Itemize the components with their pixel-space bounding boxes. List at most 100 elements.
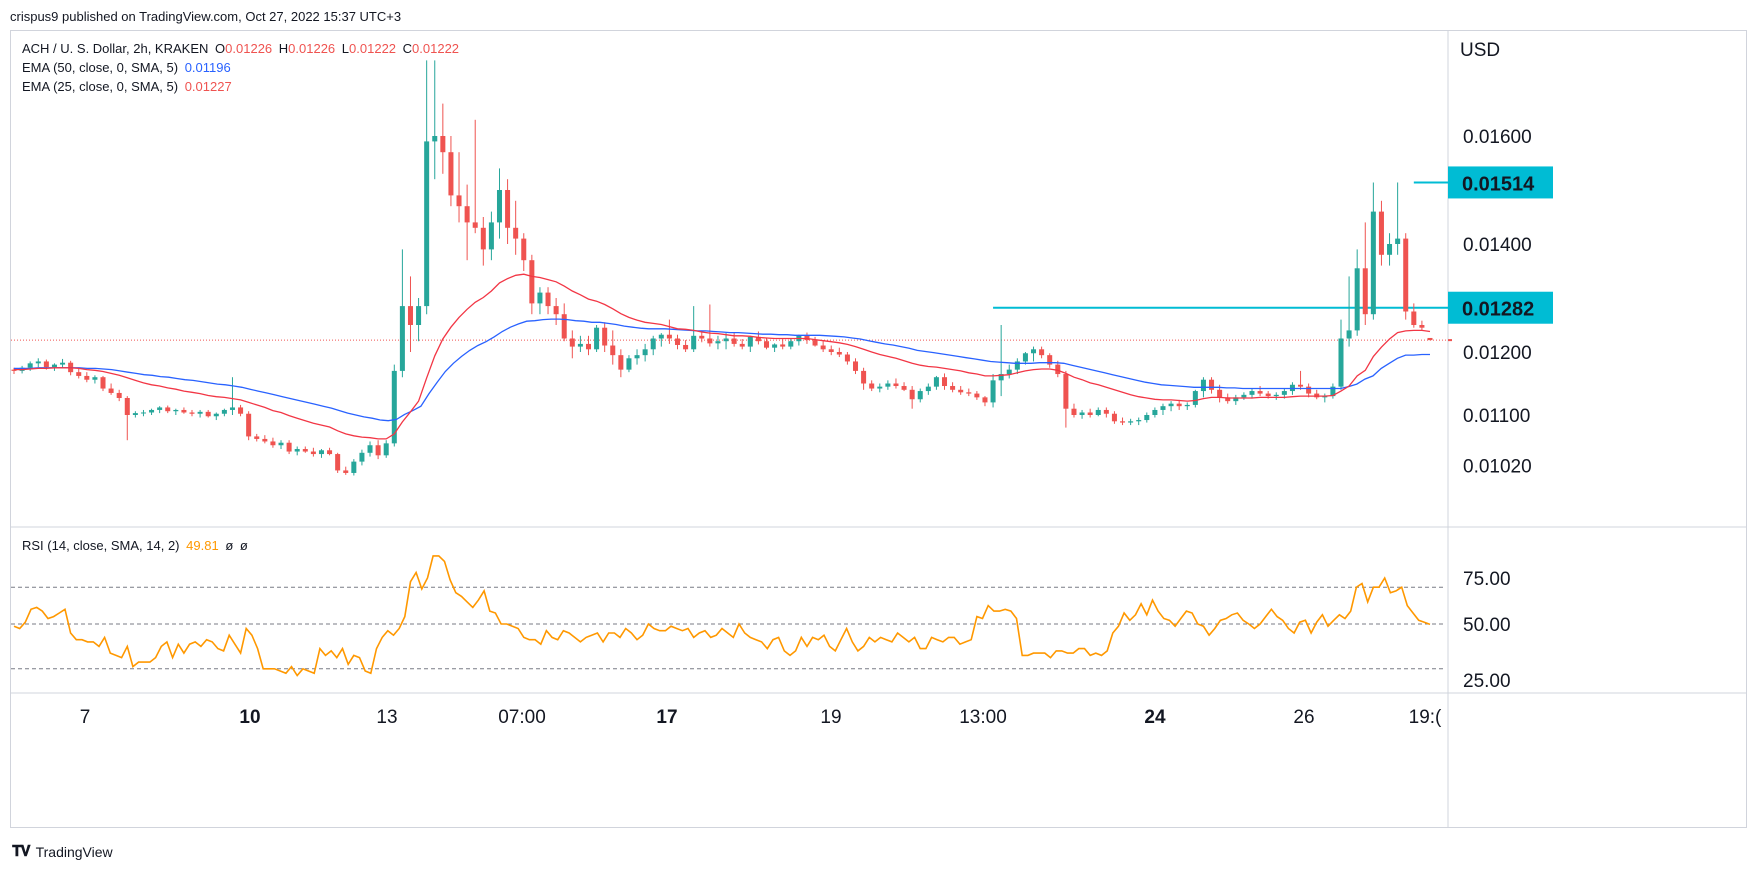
candle-body [958, 389, 964, 393]
candle-body [853, 361, 859, 371]
candle-body [1006, 369, 1012, 375]
candle-body [43, 361, 49, 368]
x-tick-label: 24 [1144, 707, 1166, 728]
candle-body [157, 407, 163, 410]
high-label: H [278, 41, 289, 56]
candle-body [278, 442, 284, 446]
candle-body [1427, 337, 1433, 341]
candle-body [1209, 379, 1215, 390]
candle-body [1184, 404, 1190, 407]
candle-body [998, 374, 1004, 381]
open-value: 0.01226 [225, 41, 273, 56]
candle-body [456, 195, 462, 207]
candle-body [844, 354, 850, 362]
candle-body [666, 334, 672, 339]
candle-body [1233, 397, 1239, 402]
candle-body [335, 454, 341, 471]
x-tick-label: 19 [820, 707, 841, 728]
candle-body [100, 377, 106, 389]
candle-body [594, 327, 600, 350]
candle-body [116, 392, 122, 398]
candle-body [1014, 361, 1020, 370]
candle-body [707, 338, 713, 344]
candle-body [108, 388, 114, 393]
ema25-legend[interactable]: EMA (25, close, 0, SMA, 5) 0.01227 [22, 79, 235, 94]
candle-body [1136, 420, 1142, 422]
candle-body [351, 461, 357, 473]
candle-body [755, 336, 761, 342]
candle-body [602, 327, 608, 346]
candle-body [480, 227, 486, 250]
x-tick-label: 13 [376, 707, 397, 728]
candle-body [836, 352, 842, 355]
candle-body [286, 442, 292, 452]
price-tick-label: 0.01400 [1463, 235, 1532, 256]
candle-body [990, 380, 996, 403]
candle-body [1039, 349, 1045, 356]
rsi-tick-label: 50.00 [1463, 615, 1511, 636]
candle-body [310, 451, 316, 455]
candle-body [84, 375, 90, 380]
candle-body [626, 358, 632, 370]
candle-body [1144, 415, 1150, 421]
chart-frame [10, 30, 1747, 828]
rsi-tick-label: 75.00 [1463, 569, 1511, 590]
candle-body [1330, 386, 1336, 397]
candle-body [197, 411, 203, 414]
candle-body [545, 292, 551, 307]
candle-body [391, 370, 397, 444]
candle-body [650, 338, 656, 350]
candle-body [51, 364, 57, 368]
candle-body [189, 412, 195, 414]
candle-body [1241, 394, 1247, 398]
candle-body [1111, 413, 1117, 422]
brand-label: TradingView [35, 843, 113, 860]
candle-body [1055, 364, 1061, 375]
candle-body [1354, 268, 1360, 331]
candle-body [1346, 330, 1352, 339]
candle-body [610, 345, 616, 356]
candle-body [294, 449, 300, 452]
candle-body [1387, 244, 1393, 255]
candle-body [925, 386, 931, 392]
symbol-label: ACH / U. S. Dollar, 2h, KRAKEN [22, 41, 209, 56]
candle-body [885, 383, 891, 387]
price-tick-label: 0.01100 [1463, 406, 1530, 427]
candle-body [1362, 268, 1368, 315]
candle-body [861, 370, 867, 384]
candle-body [674, 338, 681, 345]
candle-body [1103, 409, 1109, 414]
candle-body [642, 349, 648, 356]
ema50-value: 0.01196 [184, 60, 231, 75]
candle-body [92, 377, 98, 380]
rsi-legend[interactable]: RSI (14, close, SMA, 14, 2) 49.81 ø ø [22, 538, 251, 553]
candle-body [1225, 397, 1231, 402]
candle-body [165, 407, 171, 412]
price-tag-2 [1448, 291, 1553, 324]
candle-body [658, 334, 664, 339]
candle-body [1306, 386, 1312, 394]
candle-body [529, 260, 535, 304]
candle-body [1200, 379, 1206, 392]
candle-body [488, 222, 494, 250]
candle-body [537, 292, 543, 304]
candle-body [982, 397, 988, 403]
footer-brand[interactable]: 𝐓𝐕 TradingView [12, 843, 113, 860]
candle-body [124, 397, 130, 415]
candle-body [1265, 393, 1271, 397]
candle-body [788, 341, 794, 347]
ema50-legend[interactable]: EMA (50, close, 0, SMA, 5) 0.01196 [22, 60, 234, 75]
publisher-line: crispus9 published on TradingView.com, O… [10, 9, 402, 24]
candle-body [933, 377, 939, 387]
candle-body [1168, 403, 1174, 407]
candle-body [140, 412, 146, 414]
rsi-label: RSI (14, close, SMA, 14, 2) [22, 538, 180, 553]
price-tag-label: 0.01514 [1462, 173, 1535, 195]
candle-body [1095, 409, 1101, 415]
candle-body [739, 343, 745, 347]
candle-body [577, 343, 583, 347]
chart-header: crispus9 published on TradingView.com, O… [0, 0, 1756, 30]
rsi-tick-label: 25.00 [1463, 671, 1511, 692]
candle-body [1273, 394, 1279, 397]
